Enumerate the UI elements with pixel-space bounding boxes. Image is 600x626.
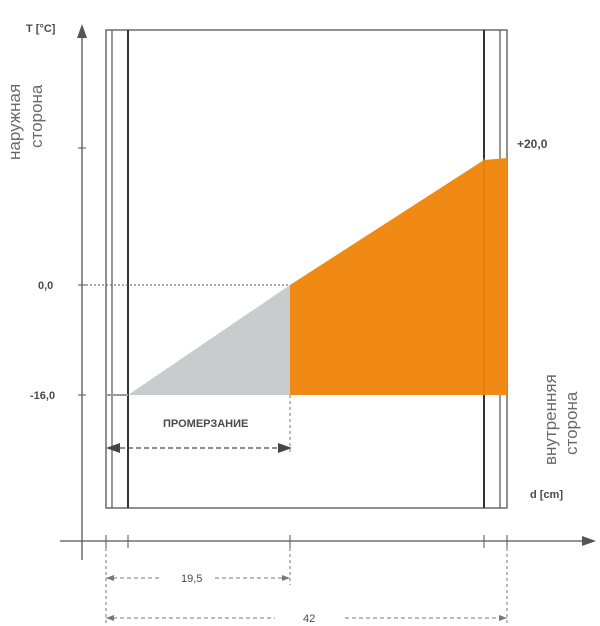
d-axis-label: d [cm] xyxy=(530,489,563,501)
t-inner-label: +20,0 xyxy=(517,137,548,151)
freezing-arrow-right-icon xyxy=(278,443,292,453)
dim-freeze-arrow-right-icon xyxy=(282,575,290,581)
t-zero-label: 0,0 xyxy=(38,280,53,292)
freezing-arrow-left-icon xyxy=(106,443,120,453)
d-freeze-label: 19,5 xyxy=(181,573,202,585)
d-axis-arrow-icon xyxy=(582,536,596,546)
inner-side-label-2: сторона xyxy=(562,391,581,455)
t-axis-label: T [°C] xyxy=(26,23,56,35)
t-axis-arrow-icon xyxy=(77,24,87,38)
dim-freeze-arrow-left-icon xyxy=(106,575,114,581)
warm-zone xyxy=(290,158,507,395)
dim-total-arrow-right-icon xyxy=(499,615,507,621)
outer-side-label-1: наружная xyxy=(5,84,24,160)
t-outer-label: -16,0 xyxy=(30,390,55,402)
d-total-label: 42 xyxy=(303,613,315,625)
inner-side-label-1: внутренняя xyxy=(541,374,560,465)
outer-side-label-2: сторона xyxy=(27,84,46,148)
frozen-zone xyxy=(128,285,290,395)
freezing-label: ПРОМЕРЗАНИЕ xyxy=(163,418,248,430)
dim-total-arrow-left-icon xyxy=(106,615,114,621)
